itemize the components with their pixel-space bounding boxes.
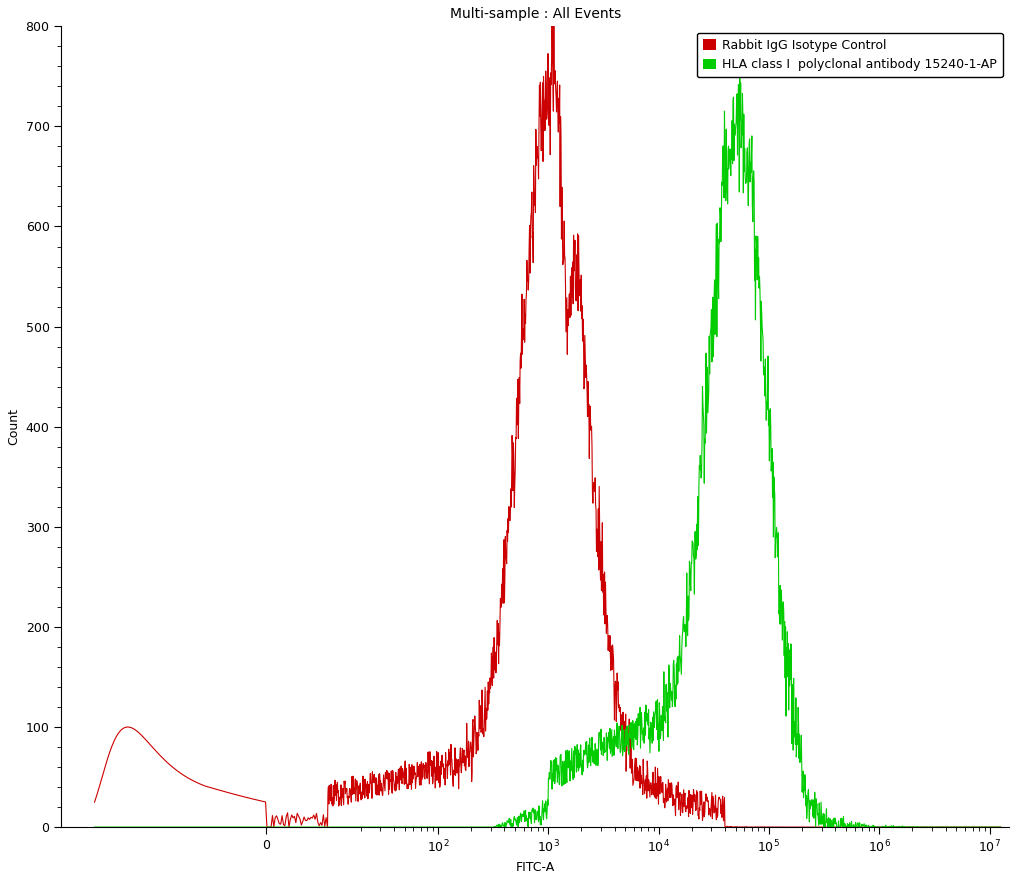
Rabbit IgG Isotype Control	[602, 633, 615, 643]
Rabbit IgG Isotype Control	[931, 822, 943, 833]
Rabbit IgG Isotype Control	[719, 822, 732, 833]
HLA class I  polyclonal antibody 15240-1-AP	[89, 822, 102, 833]
Rabbit IgG Isotype Control	[995, 822, 1007, 833]
Rabbit IgG Isotype Control	[575, 306, 587, 316]
HLA class I  polyclonal antibody 15240-1-AP	[294, 822, 306, 833]
HLA class I  polyclonal antibody 15240-1-AP	[602, 728, 615, 738]
HLA class I  polyclonal antibody 15240-1-AP	[587, 746, 599, 757]
HLA class I  polyclonal antibody 15240-1-AP	[734, 70, 746, 80]
Rabbit IgG Isotype Control	[548, 6, 560, 17]
HLA class I  polyclonal antibody 15240-1-AP	[931, 822, 943, 833]
Rabbit IgG Isotype Control	[88, 796, 101, 807]
Rabbit IgG Isotype Control	[293, 811, 305, 822]
Rabbit IgG Isotype Control	[587, 478, 599, 488]
HLA class I  polyclonal antibody 15240-1-AP	[995, 822, 1007, 833]
Title: Multi-sample : All Events: Multi-sample : All Events	[449, 7, 621, 21]
HLA class I  polyclonal antibody 15240-1-AP	[696, 437, 708, 448]
Line: HLA class I  polyclonal antibody 15240-1-AP: HLA class I polyclonal antibody 15240-1-…	[94, 75, 1001, 827]
Line: Rabbit IgG Isotype Control: Rabbit IgG Isotype Control	[94, 11, 1001, 827]
Legend: Rabbit IgG Isotype Control, HLA class I  polyclonal antibody 15240-1-AP: Rabbit IgG Isotype Control, HLA class I …	[697, 33, 1003, 78]
HLA class I  polyclonal antibody 15240-1-AP	[88, 822, 101, 833]
Rabbit IgG Isotype Control	[696, 802, 708, 812]
X-axis label: FITC-A: FITC-A	[515, 861, 555, 874]
HLA class I  polyclonal antibody 15240-1-AP	[575, 739, 587, 750]
Y-axis label: Count: Count	[7, 408, 20, 445]
